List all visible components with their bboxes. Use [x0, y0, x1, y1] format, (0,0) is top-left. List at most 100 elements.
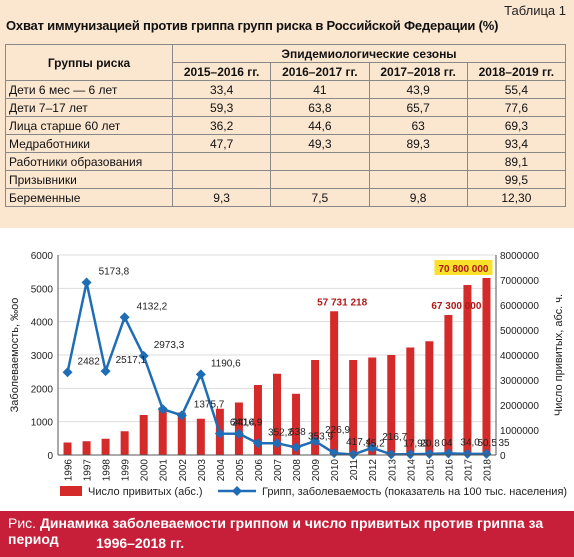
line-point [348, 449, 359, 460]
line-data-label: 226,9 [325, 425, 350, 436]
chart-area: 0 1000 2000 3000 4000 5000 6000 0 1000000 2000000… [0, 233, 574, 511]
bar [101, 438, 110, 455]
table-row: Призывники 99,5 [5, 170, 567, 189]
coverage-cell [270, 152, 370, 171]
caption-line-2: 1996–2018 гг. [96, 535, 185, 551]
bar-data-label: 70 800 000 [438, 264, 488, 275]
line-data-label: 1375,7 [194, 399, 225, 410]
coverage-cell [368, 170, 468, 189]
left-tick-label: 3000 [31, 351, 54, 362]
right-tick-label: 8000000 [500, 251, 539, 262]
x-tick-label: 2014 [406, 459, 417, 482]
coverage-cell: 41 [270, 80, 370, 99]
table-body: Дети 6 мес — 6 лет 33,4 41 43,9 55,4 Дети 7–1… [5, 80, 567, 207]
right-axis-title: Число привитых, абс. ч. [553, 294, 565, 416]
table-number: Таблица 1 [504, 3, 566, 18]
right-tick-label: 0 [500, 451, 506, 462]
bar [196, 418, 205, 455]
line-data-label: 35 [498, 438, 510, 449]
caption-line-1: Динамика заболеваемости гриппом и число … [8, 515, 544, 547]
legend-line-marker [232, 486, 242, 496]
left-tick-label: 4000 [31, 318, 54, 329]
season-header: 2017–2018 гг. [368, 62, 468, 81]
chart-axes: 0 1000 2000 3000 4000 5000 6000 0 1000000 2000000… [9, 251, 565, 481]
line-point [481, 448, 492, 459]
line-point [81, 277, 92, 288]
season-header: 2015–2016 гг. [171, 62, 272, 81]
risk-group-cell: Лица старше 60 лет [5, 116, 173, 135]
table-row: Лица старше 60 лет 36,2 44,6 63 69,3 [5, 116, 567, 135]
x-tick-label: 2012 [368, 459, 379, 482]
line-point [310, 436, 321, 447]
line-data-label: 352,2 [268, 427, 293, 438]
line-data-label: 2517,1 [116, 355, 147, 366]
coverage-cell: 69,3 [466, 116, 567, 135]
bar [444, 315, 453, 455]
line-data-label: 353,9 [308, 431, 333, 442]
table-row: Беременные 9,3 7,5 9,8 12,30 [5, 188, 567, 207]
line-point [424, 448, 435, 459]
bar [253, 385, 262, 455]
coverage-cell: 36,2 [171, 116, 272, 135]
line-point [233, 428, 244, 439]
line-point [119, 312, 130, 323]
table-title: Охват иммунизацией против гриппа групп р… [6, 18, 499, 33]
table-row: Дети 7–17 лет 59,3 63,8 65,7 77,6 [5, 98, 567, 117]
coverage-cell: 63 [368, 116, 468, 135]
bar [387, 355, 396, 455]
line-point [329, 448, 340, 459]
x-tick-label: 2013 [387, 459, 398, 482]
line-data-label: 17,93 [403, 438, 428, 449]
line-series [62, 277, 492, 460]
left-tick-label: 0 [47, 451, 53, 462]
coverage-cell: 44,6 [270, 116, 370, 135]
risk-group-cell: Дети 7–17 лет [5, 98, 173, 117]
data-label-highlight [434, 260, 493, 275]
risk-group-cell: Беременные [5, 188, 173, 207]
coverage-cell: 33,4 [171, 80, 272, 99]
x-tick-label: 2016 [444, 459, 455, 482]
line-point [157, 404, 168, 415]
line-point [100, 366, 111, 377]
bar [482, 278, 491, 455]
data-labels: 2482 5173,8 2517,1 4132,2 2973,3 1375,7 1190,6… [78, 260, 510, 449]
table-row: Медработники 47,7 49,3 89,3 93,4 [5, 134, 567, 153]
line-point [462, 448, 473, 459]
x-tick-label: 2003 [197, 459, 208, 482]
legend-line-label: Грипп, заболеваемость (показатель на 100… [262, 486, 567, 498]
left-tick-label: 1000 [31, 418, 54, 429]
bar [158, 407, 167, 455]
caption-prefix: Рис. [8, 515, 37, 531]
x-tick-label: 1998 [102, 459, 113, 482]
left-tick-label: 2000 [31, 384, 54, 395]
right-tick-label: 6000000 [500, 301, 539, 312]
bar [292, 393, 301, 455]
bar [273, 373, 281, 455]
coverage-cell: 55,4 [466, 80, 567, 99]
line-point [386, 449, 397, 460]
figure-caption: Рис. Динамика заболеваемости гриппом и ч… [0, 511, 574, 557]
line-data-label: 5173,8 [99, 267, 130, 278]
x-tick-label: 2008 [292, 459, 303, 482]
right-tick-label: 1000000 [500, 426, 539, 437]
x-tick-label: 2001 [159, 459, 170, 482]
coverage-cell: 77,6 [466, 98, 567, 117]
bar [120, 431, 129, 455]
line-point [176, 410, 187, 421]
line-data-label: 1190,6 [211, 358, 241, 369]
line-point [405, 449, 416, 460]
legend-bar-label: Число привитых (абс.) [88, 486, 203, 498]
x-tick-label: 2011 [349, 459, 360, 481]
line-data-label: 15,2 [365, 438, 385, 449]
line-data-label: 04 [441, 438, 453, 449]
risk-group-cell: Работники образования [5, 152, 173, 171]
right-tick-label: 2000000 [500, 401, 539, 412]
bar [63, 442, 72, 455]
x-tick-label: 2000 [140, 459, 151, 482]
table-row: Дети 6 мес — 6 лет 33,4 41 43,9 55,4 [5, 80, 567, 99]
coverage-cell: 65,7 [368, 98, 468, 117]
season-header: 2016–2017 гг. [270, 62, 370, 81]
line-data-label: 50,5 [477, 438, 497, 449]
bar-data-label: 67 300 000 [431, 301, 481, 312]
line-point [138, 350, 149, 361]
